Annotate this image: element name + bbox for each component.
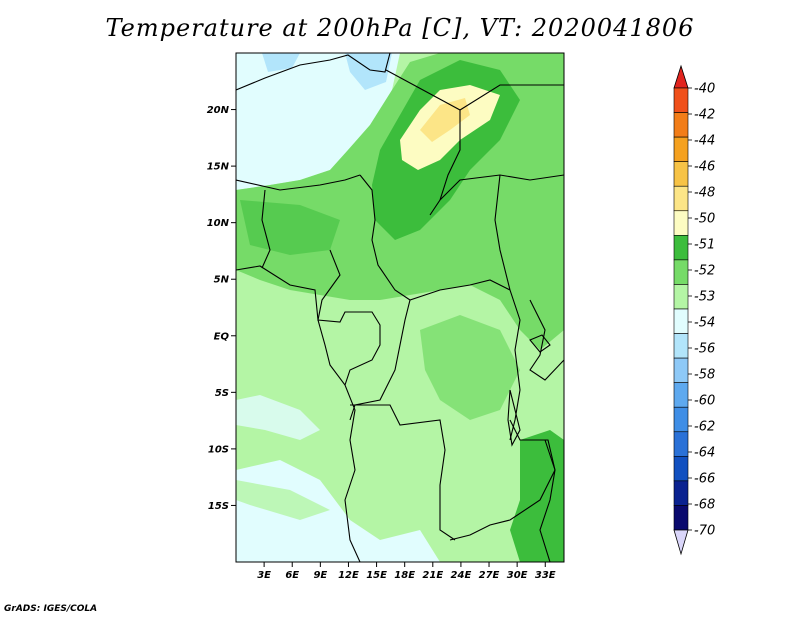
border-angola bbox=[350, 404, 456, 541]
border-south-sudan bbox=[494, 174, 511, 291]
field-region-56-north-2 bbox=[345, 53, 392, 90]
border-chad-car bbox=[359, 174, 511, 301]
colorbar-label: -44 bbox=[694, 134, 715, 149]
border-libya-chad bbox=[385, 69, 461, 216]
colorbar-label: -60 bbox=[694, 394, 715, 409]
longitude-axis: 3E 6E 9E 12E 15E 18E 21E 24E 27E 30E 33E bbox=[257, 562, 556, 581]
border-zambia bbox=[449, 419, 556, 541]
latitude-axis: 20N 15N 10N 5N EQ 5S 10S 15S bbox=[207, 105, 236, 512]
lon-tick-label: 6E bbox=[285, 570, 299, 581]
colorbar-swatch bbox=[673, 235, 689, 261]
field-region-54-northwest bbox=[236, 53, 400, 190]
lat-tick-label: 10N bbox=[207, 218, 230, 229]
colorbar-swatch bbox=[673, 308, 689, 334]
field-region-52-southeast bbox=[510, 430, 564, 562]
colorbar-swatch bbox=[673, 505, 689, 531]
colorbar-swatch bbox=[673, 112, 689, 138]
colorbar-bottom-arrow bbox=[673, 529, 689, 556]
border-north-line bbox=[236, 53, 391, 91]
coastline-west bbox=[236, 265, 361, 562]
border-benin bbox=[261, 189, 271, 269]
lon-tick-label: 33E bbox=[535, 570, 556, 581]
colorbar-label: -53 bbox=[694, 290, 715, 305]
border-cameroon-gabon bbox=[317, 249, 381, 386]
lon-tick-label: 18E bbox=[394, 570, 415, 581]
colorbar-label: -70 bbox=[694, 524, 715, 539]
lat-tick-label: 15S bbox=[208, 501, 229, 512]
lon-tick-label: 3E bbox=[257, 570, 271, 581]
colorbar-swatch bbox=[673, 284, 689, 310]
colorbar-swatch bbox=[673, 357, 689, 383]
lat-tick-label: 5S bbox=[215, 388, 229, 399]
field-region-52-west bbox=[240, 200, 340, 255]
coastline-east bbox=[539, 439, 556, 562]
temperature-field bbox=[236, 53, 564, 562]
colorbar-label: -40 bbox=[694, 82, 715, 97]
map-frame bbox=[235, 52, 565, 563]
lat-tick-label: 15N bbox=[207, 162, 230, 173]
lon-tick-label: 24E bbox=[451, 570, 472, 581]
colorbar-label: -56 bbox=[694, 342, 715, 357]
border-east bbox=[509, 289, 521, 441]
colorbar-label: -46 bbox=[694, 160, 715, 175]
colorbar-label: -54 bbox=[694, 316, 715, 331]
border-egypt-sudan bbox=[459, 84, 564, 111]
lat-tick-label: 5N bbox=[214, 275, 230, 286]
colorbar-label: -50 bbox=[694, 212, 715, 227]
field-region-54-southwest bbox=[236, 460, 440, 562]
colorbar-label: -64 bbox=[694, 446, 715, 461]
colorbar-label: -66 bbox=[694, 472, 715, 487]
colorbar-label: -48 bbox=[694, 186, 715, 201]
colorbar-swatch bbox=[673, 87, 689, 113]
lon-tick-label: 9E bbox=[313, 570, 327, 581]
field-region-54-patch bbox=[236, 480, 330, 520]
field-region-53-congo bbox=[420, 315, 520, 420]
colorbar-swatch bbox=[673, 456, 689, 482]
lon-tick-label: 30E bbox=[507, 570, 528, 581]
colorbar-swatch bbox=[673, 406, 689, 433]
field-region-56-north bbox=[262, 53, 300, 72]
colorbar-swatch bbox=[673, 185, 689, 212]
colorbar-swatch bbox=[673, 382, 689, 408]
colorbar-swatch bbox=[673, 259, 689, 285]
colorbar-label: -51 bbox=[694, 238, 715, 253]
field-region-54-west bbox=[236, 395, 320, 440]
colorbar: -40 -42 -44 -46 -48 -50 -51 -52 -53 -54 -56 -58 -60 -… bbox=[673, 64, 715, 556]
lon-tick-label: 27E bbox=[479, 570, 500, 581]
border-niger bbox=[236, 174, 361, 191]
colorbar-label: -52 bbox=[694, 264, 715, 279]
lat-tick-label: 10S bbox=[208, 444, 229, 455]
colorbar-label: -62 bbox=[694, 420, 715, 435]
lake-victoria bbox=[529, 334, 551, 353]
lon-tick-label: 12E bbox=[338, 570, 359, 581]
lon-tick-label: 15E bbox=[366, 570, 387, 581]
colorbar-label: -58 bbox=[694, 368, 715, 383]
colorbar-label: -68 bbox=[694, 498, 715, 513]
colorbar-top-arrow bbox=[673, 64, 689, 89]
lake-tanganyika bbox=[507, 389, 521, 447]
lat-tick-label: EQ bbox=[214, 331, 230, 342]
border-east-2 bbox=[529, 299, 564, 381]
colorbar-swatch bbox=[673, 161, 689, 187]
colorbar-swatch bbox=[673, 480, 689, 506]
colorbar-swatch bbox=[673, 431, 689, 457]
map-title: Temperature at 200hPa [C], VT: 202004180… bbox=[105, 14, 695, 42]
colorbar-swatch bbox=[673, 210, 689, 236]
lat-tick-label: 20N bbox=[207, 105, 230, 116]
colorbar-swatch bbox=[673, 136, 689, 162]
credit-label: GrADS: IGES/COLA bbox=[4, 604, 98, 614]
borders bbox=[236, 53, 564, 562]
colorbar-swatch bbox=[673, 333, 689, 359]
lon-tick-label: 21E bbox=[422, 570, 443, 581]
colorbar-label: -42 bbox=[694, 108, 715, 123]
